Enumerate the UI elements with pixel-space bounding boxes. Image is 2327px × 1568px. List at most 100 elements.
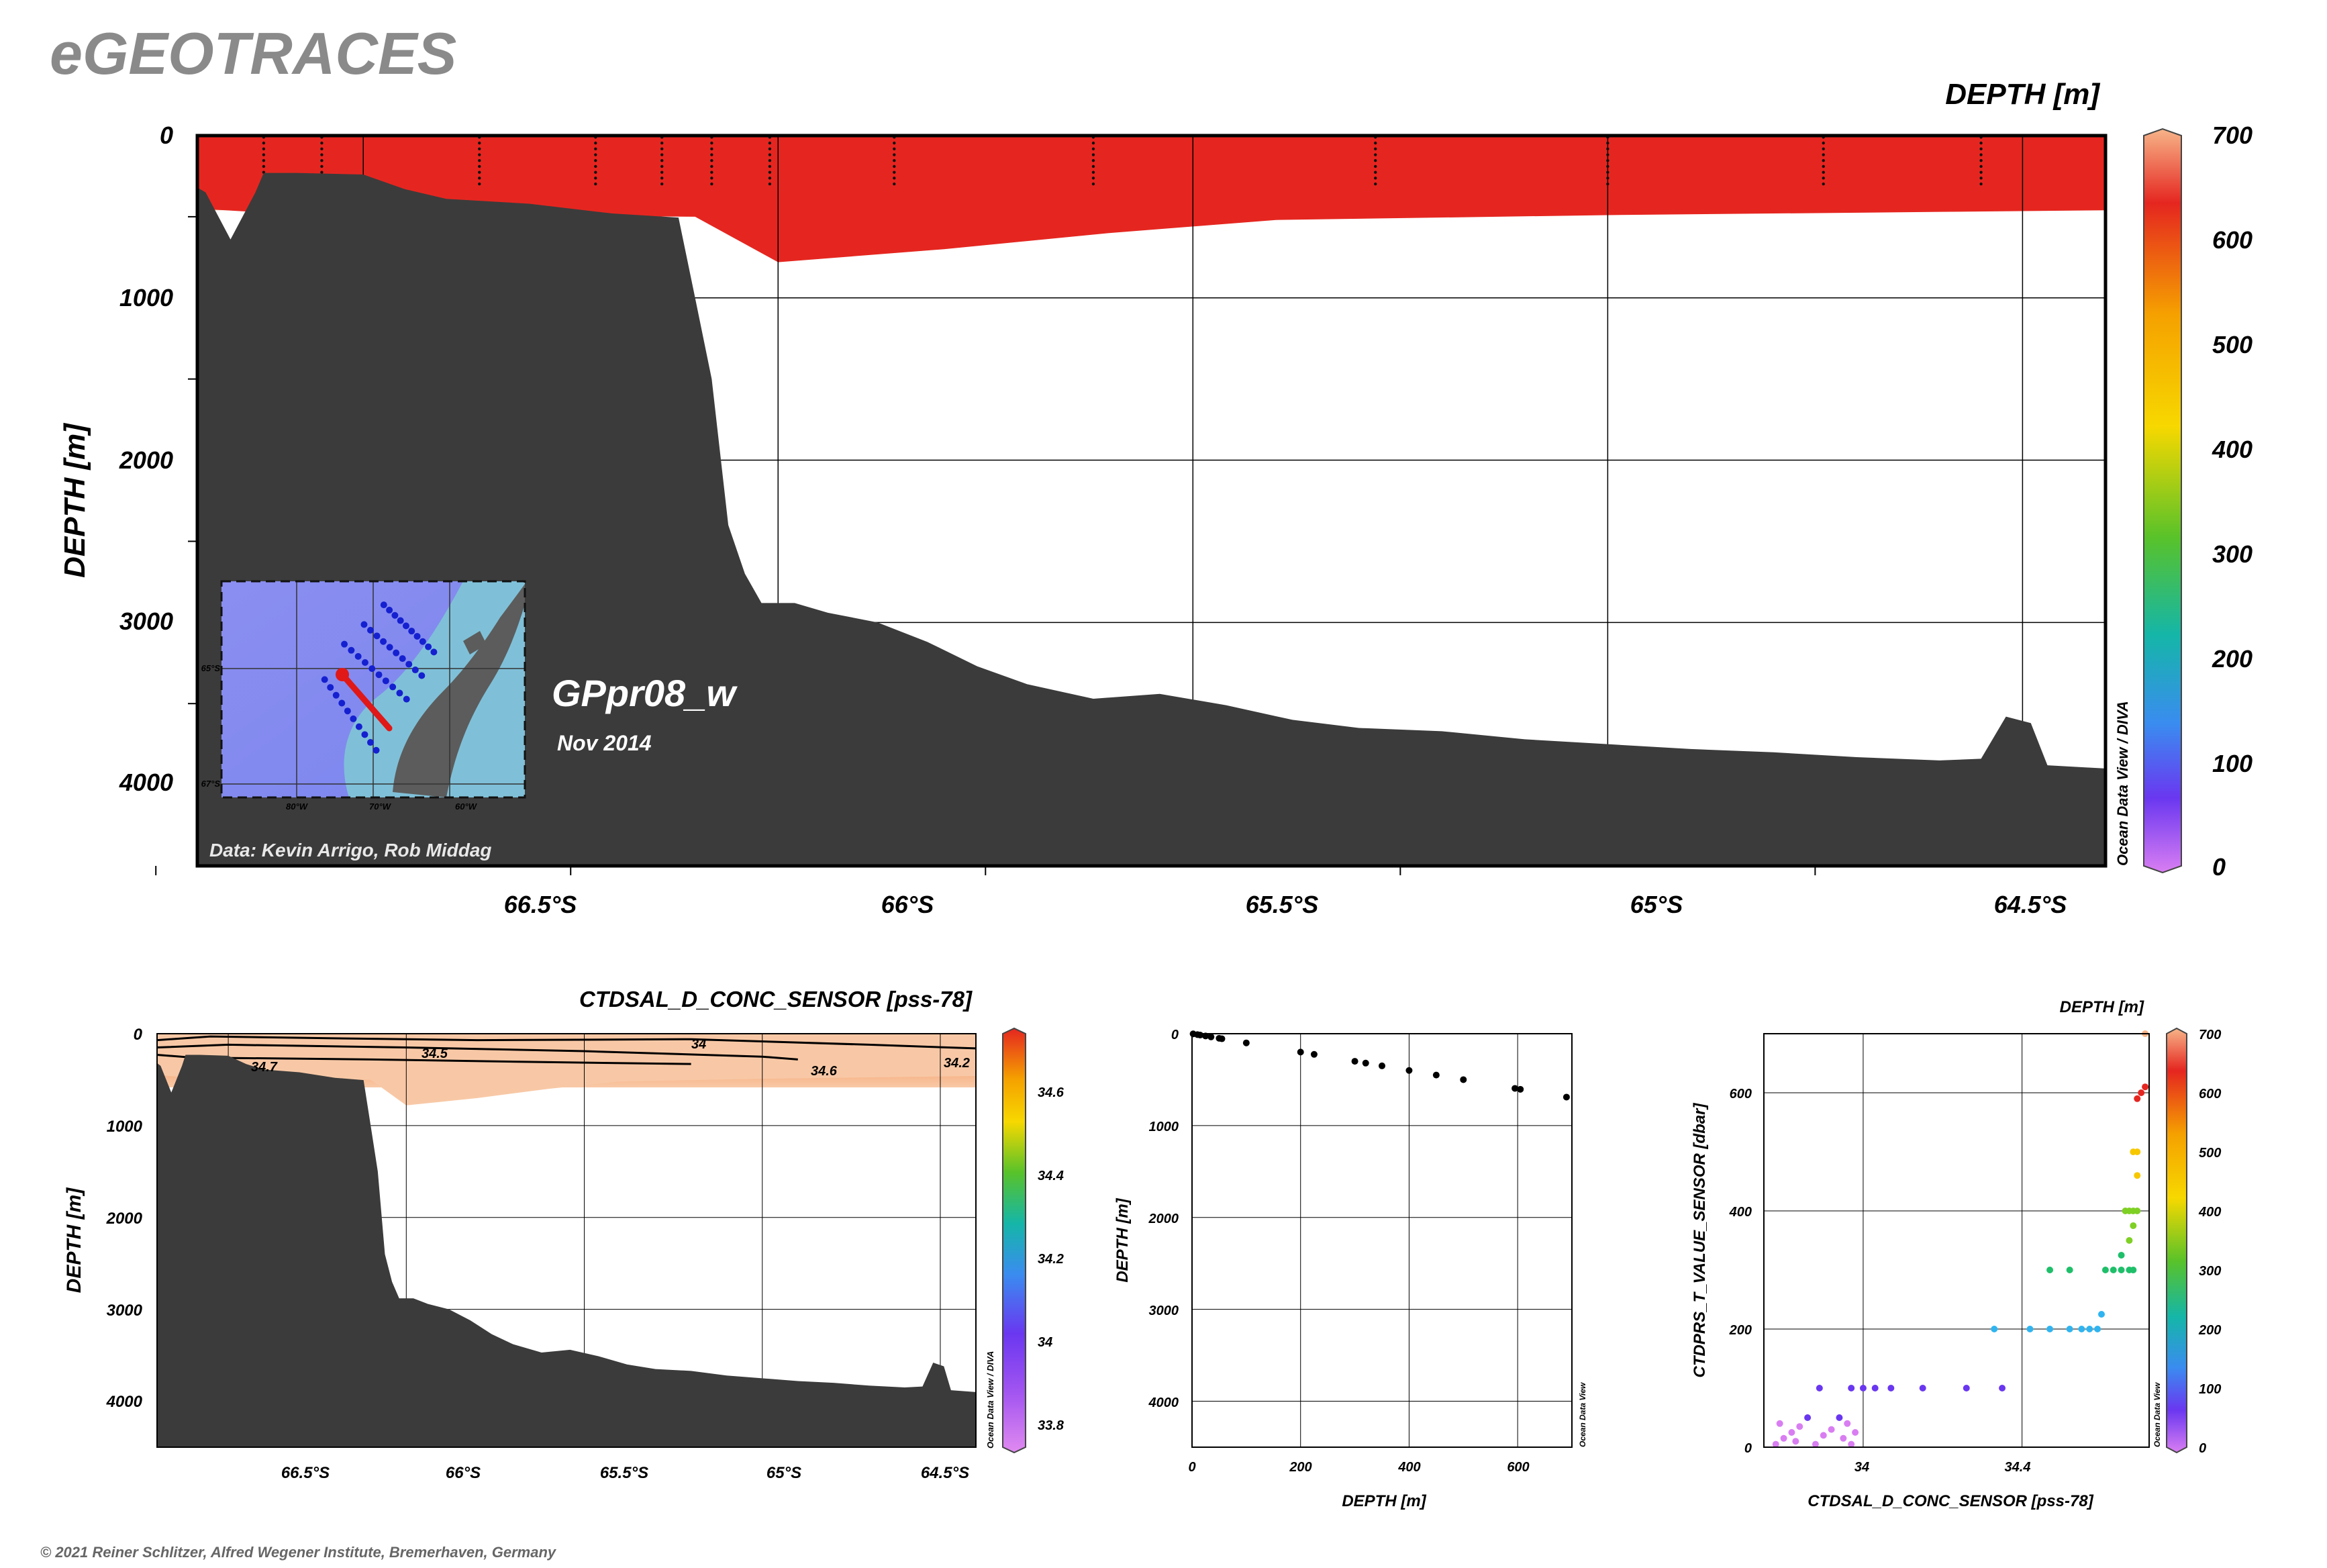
main-station-sample [1374, 147, 1377, 151]
salinity-section-plot: CTDSAL_D_CONC_SENSOR [pss-78] 34 34.5 34… [63, 987, 1065, 1482]
depth-scatter-points [1189, 1030, 1570, 1101]
main-station-sample [893, 164, 896, 168]
main-colorbar-tick: 200 [2212, 645, 2252, 673]
ts-scatter-point [1844, 1420, 1851, 1427]
main-station-sample [320, 164, 324, 168]
main-station-sample [768, 164, 772, 168]
inset-station-dot [355, 723, 362, 730]
depth-scatter-point [1460, 1076, 1467, 1083]
main-x-tick: 65.5°S [1246, 891, 1318, 918]
main-station-sample [1091, 170, 1095, 174]
inset-station-dot [380, 638, 387, 645]
salinity-x-tick: 66°S [446, 1464, 481, 1482]
depth-scatter-point [1432, 1071, 1440, 1079]
main-y-tick: 3000 [119, 607, 173, 635]
main-station-sample [478, 182, 481, 186]
ts-scatter-point [1848, 1440, 1855, 1448]
ts-scatter-y-tick: 400 [1729, 1205, 1752, 1220]
salinity-x-tick: 64.5°S [921, 1464, 969, 1482]
ts-scatter-plot: DEPTH [m] CTDPRS_T_VALUE_SENSOR [dbar] C… [1691, 998, 2221, 1510]
inset-station-dot [386, 644, 393, 651]
main-station-sample [660, 170, 664, 174]
ts-colorbar-tick: 300 [2199, 1264, 2221, 1279]
ts-scatter-point [1999, 1385, 2006, 1391]
inset-station-dot [373, 746, 380, 754]
ts-scatter-point [1963, 1385, 1970, 1391]
main-station-sample [1979, 159, 1983, 162]
inset-station-dot [402, 622, 409, 630]
ts-scatter-x-tick: 34 [1854, 1460, 1869, 1475]
ts-scatter-point [1887, 1385, 1895, 1391]
ts-scatter-point [1871, 1385, 1879, 1391]
inset-station-dot [341, 640, 348, 648]
depth-scatter-point [1207, 1033, 1215, 1040]
depth-scatter-grid [1192, 1034, 1572, 1447]
ts-scatter-point [1852, 1429, 1859, 1436]
main-station-sample [893, 153, 896, 156]
data-credit-label: Data: Kevin Arrigo, Rob Middag [209, 840, 492, 861]
salinity-bathymetry [157, 1055, 976, 1447]
inset-station-dot [419, 638, 426, 645]
inset-station-dot [350, 715, 357, 722]
main-station-sample [594, 159, 597, 162]
inset-station-dot [397, 617, 404, 624]
main-x-tick: 65°S [1630, 891, 1683, 918]
salinity-colorbar-tick: 34.6 [1038, 1085, 1065, 1100]
ts-scatter-point [2134, 1208, 2141, 1214]
main-station-sample [1822, 164, 1825, 168]
main-station-sample [320, 141, 324, 145]
salinity-colorbar: 34.6 34.4 34.2 34 33.8 [1002, 1027, 1065, 1454]
ts-scatter-point [2130, 1222, 2137, 1229]
ts-scatter-y-tick: 0 [1744, 1441, 1752, 1456]
main-station-sample [1091, 182, 1095, 186]
main-station-sample [710, 164, 713, 168]
ts-scatter-point [2134, 1172, 2141, 1179]
ts-scatter-y-tick: 200 [1729, 1323, 1752, 1338]
ts-colorbar-tick: 500 [2199, 1146, 2221, 1161]
main-station-sample [1374, 141, 1377, 145]
salinity-y-tick: 4000 [106, 1393, 143, 1411]
main-station-sample [1374, 177, 1377, 180]
inset-station-dots [321, 601, 438, 754]
main-station-sample [893, 170, 896, 174]
inset-station-dot [382, 677, 389, 685]
main-station-sample [893, 147, 896, 151]
main-station-sample [1606, 164, 1610, 168]
inset-station-dot [425, 643, 432, 650]
inset-map: 65°S 67°S 80°W 70°W 60°W [201, 580, 526, 812]
ts-scatter-point [2078, 1326, 2085, 1332]
ts-colorbar: 700 600 500 400 300 200 100 0 [2166, 1027, 2221, 1456]
main-colorbar-tick: 500 [2212, 331, 2252, 358]
main-station-sample [768, 159, 772, 162]
inset-station-dot [430, 648, 438, 656]
depth-scatter-x-tick: 400 [1397, 1460, 1420, 1475]
depth-scatter-x-label: DEPTH [m] [1342, 1492, 1426, 1510]
main-station-sample [1979, 141, 1983, 145]
inset-station-dot [396, 689, 403, 697]
main-station-sample [320, 147, 324, 151]
depth-scatter-y-tick: 3000 [1149, 1304, 1179, 1318]
main-y-ticks: 0 1000 2000 3000 4000 [119, 121, 173, 796]
ts-scatter-point [1796, 1423, 1803, 1430]
depth-scatter-x-ticks: 0 200 400 600 [1188, 1460, 1529, 1475]
cruise-date-label: Nov 2014 [557, 731, 652, 755]
depth-scatter-point [1405, 1067, 1413, 1074]
depth-scatter-point [1379, 1062, 1385, 1069]
ts-colorbar-tick: 200 [2198, 1323, 2221, 1338]
main-station-sample [320, 170, 324, 174]
main-station-sample [320, 159, 324, 162]
inset-station-dot [321, 676, 328, 683]
ts-colorbar-tick: 700 [2199, 1028, 2221, 1042]
main-station-sample [1979, 170, 1983, 174]
inset-station-dot [389, 683, 397, 691]
main-station-sample [594, 141, 597, 145]
salinity-y-axis-label: DEPTH [m] [63, 1187, 85, 1293]
salinity-contour-label: 34.5 [422, 1046, 448, 1061]
ts-scatter-point [1812, 1440, 1819, 1448]
main-station-sample [893, 159, 896, 162]
depth-scatter-x-tick: 600 [1507, 1460, 1529, 1475]
main-colorbar-title: DEPTH [m] [1945, 78, 2100, 111]
inset-station-dot [413, 632, 421, 640]
inset-station-dot [338, 699, 346, 707]
main-station-sample [710, 159, 713, 162]
